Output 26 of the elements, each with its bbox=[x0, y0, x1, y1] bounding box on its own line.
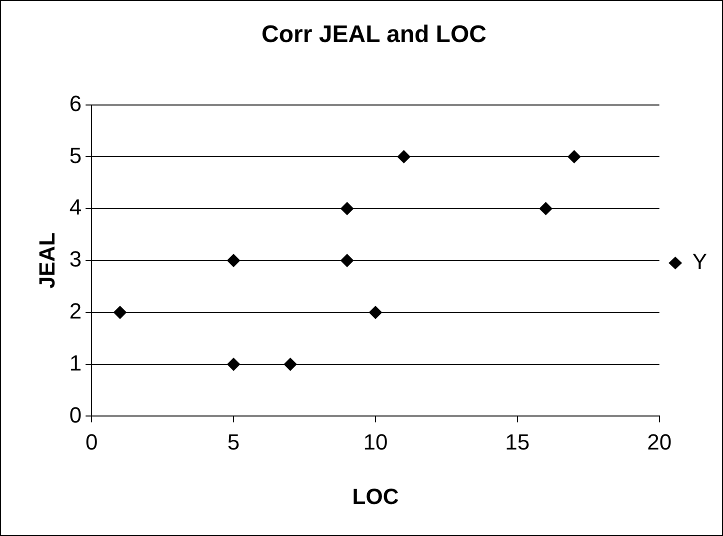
point bbox=[340, 202, 354, 216]
point bbox=[227, 254, 240, 267]
y-tick-label: 6 bbox=[69, 90, 82, 116]
x-tick-label: 15 bbox=[505, 429, 530, 454]
y-tick-label: 4 bbox=[69, 194, 82, 220]
y-axis-title: JEAL bbox=[34, 232, 60, 289]
x-tick-label: 20 bbox=[647, 429, 672, 454]
y-tick-label: 3 bbox=[69, 246, 82, 272]
x-tick-label: 5 bbox=[227, 429, 240, 454]
point bbox=[397, 150, 410, 164]
point bbox=[539, 202, 552, 216]
x-tick-label: 0 bbox=[86, 429, 98, 454]
x-axis-title: LOC bbox=[352, 484, 399, 509]
legend-label: Y bbox=[692, 249, 708, 274]
y-tick-label: 5 bbox=[69, 142, 82, 168]
chart-title: Corr JEAL and LOC bbox=[262, 21, 486, 48]
point bbox=[340, 254, 354, 267]
point bbox=[368, 306, 382, 319]
y-tick-label: 0 bbox=[69, 402, 82, 428]
x-tick-label: 10 bbox=[363, 429, 388, 454]
y-tick-label: 1 bbox=[69, 350, 82, 376]
point bbox=[227, 358, 240, 371]
point bbox=[284, 358, 297, 371]
point bbox=[568, 150, 581, 164]
point bbox=[114, 306, 127, 319]
y-tick-label: 2 bbox=[69, 298, 82, 324]
